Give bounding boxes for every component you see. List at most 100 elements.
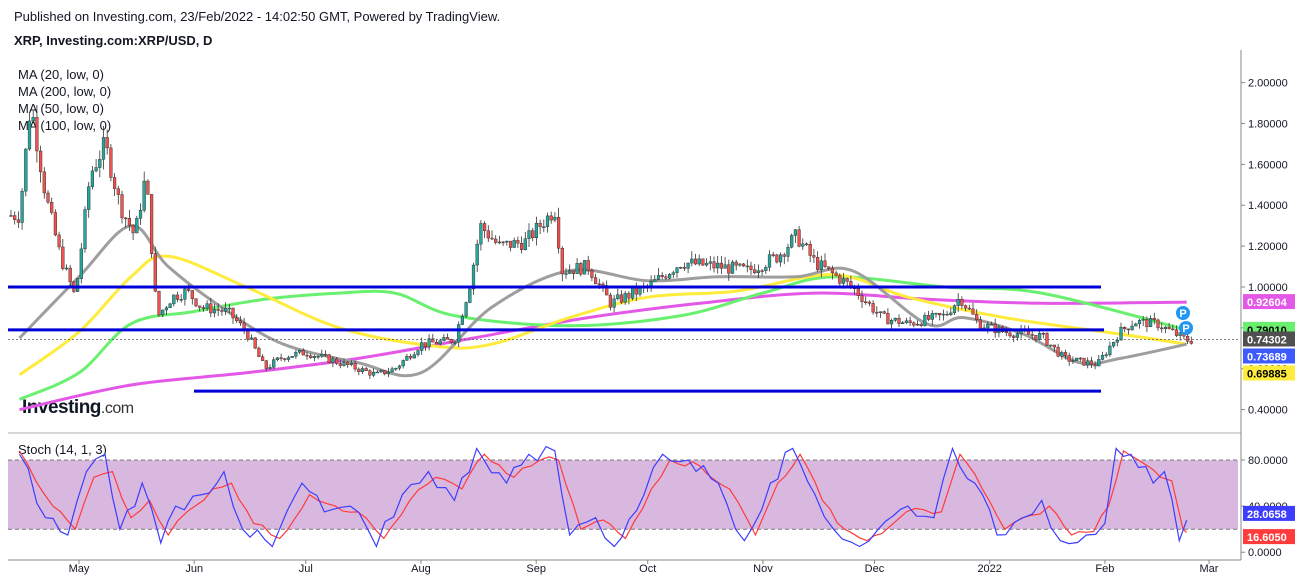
candle-body	[112, 177, 117, 189]
stoch-value-badge	[1243, 505, 1295, 521]
candle-body	[908, 320, 912, 324]
candle-body	[1078, 357, 1082, 360]
candle-body	[727, 264, 731, 274]
time-tick-label: Jul	[299, 563, 313, 575]
candle-body	[9, 215, 13, 217]
candle-body	[1134, 323, 1138, 327]
candle-body	[231, 307, 235, 319]
candle-body	[779, 254, 783, 263]
candle-body	[1100, 355, 1105, 360]
candle-body	[1049, 344, 1053, 347]
time-tick-label: Aug	[411, 563, 431, 575]
candle-body	[875, 311, 879, 314]
candle-body	[668, 274, 672, 279]
candle-body	[531, 230, 535, 239]
candle-body	[475, 243, 479, 266]
candle-body	[1097, 359, 1101, 367]
price-label-text: 0.92604	[1247, 297, 1288, 309]
candle-body	[420, 342, 424, 351]
candle-body	[986, 324, 990, 329]
candle-body	[693, 258, 698, 265]
price-tick-label: 1.80000	[1248, 119, 1288, 131]
stoch-legend[interactable]: Stoch (14, 1, 3)	[18, 442, 107, 457]
candle-body	[1104, 354, 1108, 357]
published-caption: Published on Investing.com, 23/Feb/2022 …	[14, 9, 501, 24]
candle-body	[523, 238, 527, 250]
investing-logo: Investing.com	[22, 397, 134, 419]
candle-body	[534, 222, 538, 239]
ma-legend-item[interactable]: MA (100, low, 0)	[18, 118, 112, 133]
logo-suffix: .com	[100, 400, 134, 417]
candle-body	[845, 278, 849, 282]
candle-body	[701, 258, 705, 266]
candle-body	[397, 365, 402, 369]
candle-body	[357, 368, 361, 372]
candle-body	[101, 137, 106, 160]
candle-body	[423, 342, 427, 347]
candle-body	[68, 267, 72, 283]
candle-body	[272, 359, 276, 368]
candle-body	[87, 186, 91, 210]
candle-body	[124, 217, 128, 220]
candle-body	[223, 307, 228, 312]
candle-body	[612, 298, 616, 308]
candle-body	[571, 270, 575, 274]
candle-body	[971, 308, 975, 315]
candle-body	[864, 301, 868, 303]
ma-legend-item[interactable]: MA (20, low, 0)	[18, 67, 104, 82]
candle-body	[790, 235, 794, 248]
candle-body	[771, 254, 775, 256]
p-marker-label: P	[1182, 323, 1189, 335]
candle-body	[94, 167, 98, 172]
candle-body	[401, 360, 405, 367]
stoch-k-line	[18, 445, 1188, 549]
candle-body	[42, 171, 46, 194]
stoch-value-badge	[1243, 529, 1295, 545]
time-tick-label: Dec	[865, 563, 885, 575]
candle-body	[919, 323, 923, 326]
price-label-badge	[1243, 365, 1295, 381]
candle-body	[1089, 360, 1093, 365]
candle-body	[1189, 341, 1193, 344]
candle-body	[564, 273, 568, 275]
candle-body	[261, 356, 265, 361]
candle-body	[131, 225, 135, 234]
candle-body	[16, 219, 20, 223]
candle-body	[838, 275, 842, 284]
candle-body	[867, 301, 871, 304]
candle-body	[912, 322, 916, 326]
candle-body	[57, 234, 61, 248]
ma-legend-item[interactable]: MA (50, low, 0)	[18, 101, 104, 116]
candle-body	[298, 349, 302, 353]
candle-body	[349, 362, 353, 365]
candle-body	[1185, 335, 1190, 342]
candle-body	[301, 349, 305, 356]
candle-body	[275, 357, 279, 360]
candle-body	[1115, 339, 1119, 343]
candle-body	[375, 371, 379, 374]
p-marker	[1176, 306, 1190, 320]
time-tick-label: Feb	[1095, 563, 1114, 575]
candle-body	[1156, 319, 1160, 329]
candle-body	[560, 248, 564, 275]
candle-body	[697, 258, 701, 265]
candle-body	[664, 276, 668, 279]
candle-body	[1071, 360, 1075, 362]
ma-legend-item[interactable]: MA (200, low, 0)	[18, 84, 112, 99]
time-tick-label: Nov	[753, 563, 773, 575]
candle-body	[782, 254, 786, 257]
candle-body	[949, 312, 953, 315]
candle-body	[575, 263, 579, 274]
price-label-text: 0.74302	[1247, 334, 1287, 346]
candle-body	[767, 254, 772, 268]
candle-body	[372, 371, 376, 376]
candle-body	[952, 305, 957, 314]
candle-body	[812, 255, 816, 258]
candle-body	[1004, 331, 1008, 334]
candle-body	[175, 294, 180, 300]
candle-body	[212, 309, 217, 314]
candle-body	[161, 309, 165, 316]
candle-body	[619, 294, 624, 303]
candle-body	[505, 240, 509, 243]
